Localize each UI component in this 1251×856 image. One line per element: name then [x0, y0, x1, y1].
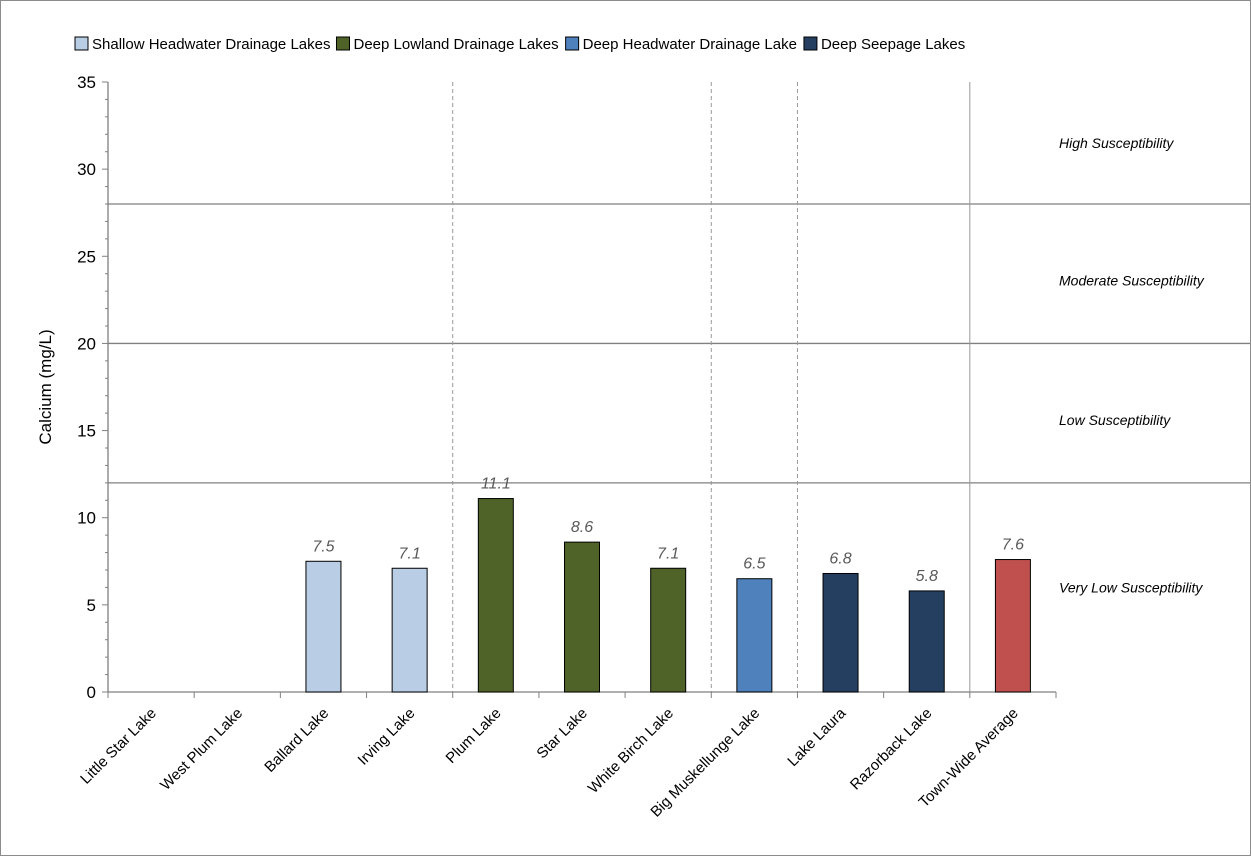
zone-label: Low Susceptibility — [1059, 412, 1171, 428]
bar-deep-seepage — [908, 590, 945, 693]
legend-label: Deep Lowland Drainage Lakes — [353, 36, 558, 53]
data-label: 7.5 — [312, 538, 334, 555]
category-label: White Birch Lake — [585, 705, 677, 797]
bar-deep-lowland — [477, 498, 514, 693]
y-tick-label: 10 — [77, 509, 96, 528]
bar-shallow-headwater — [391, 567, 428, 693]
category-label: Ballard Lake — [261, 705, 332, 776]
data-label: 7.6 — [1002, 537, 1024, 554]
y-tick-label: 20 — [77, 334, 96, 353]
legend-swatch — [335, 36, 350, 51]
bar-deep-seepage — [822, 572, 859, 693]
y-tick-label: 35 — [77, 73, 96, 92]
zone-label: High Susceptibility — [1059, 135, 1174, 151]
data-label: 11.1 — [481, 476, 511, 493]
bar-average — [994, 559, 1031, 693]
y-tick-label: 30 — [77, 160, 96, 179]
legend-label: Shallow Headwater Drainage Lakes — [92, 36, 330, 53]
y-tick-label: 5 — [87, 596, 96, 615]
y-tick-label: 25 — [77, 247, 96, 266]
data-label: 7.1 — [657, 545, 679, 562]
legend-label: Deep Seepage Lakes — [821, 36, 965, 53]
category-label: Little Star Lake — [77, 705, 160, 788]
category-label: Lake Laura — [784, 704, 850, 770]
data-label: 6.5 — [743, 556, 765, 573]
category-label: Star Lake — [533, 705, 590, 762]
category-label: West Plum Lake — [157, 705, 246, 794]
category-label: Irving Lake — [355, 705, 419, 769]
bar-deep-headwater — [736, 578, 773, 693]
y-tick-label: 0 — [87, 683, 96, 702]
category-label: Plum Lake — [443, 705, 505, 767]
data-label: 7.1 — [399, 545, 421, 562]
legend-swatch — [803, 36, 818, 51]
category-label: Razorback Lake — [847, 705, 936, 794]
y-tick-label: 15 — [77, 422, 96, 441]
legend-swatch — [565, 36, 580, 51]
bar-deep-lowland — [650, 567, 687, 693]
y-axis-title: Calcium (mg/L) — [36, 329, 55, 444]
zone-label: Very Low Susceptibility — [1059, 579, 1203, 595]
bar-deep-lowland — [564, 541, 600, 693]
bar-shallow-headwater — [305, 560, 342, 693]
zone-label: Moderate Susceptibility — [1059, 273, 1205, 289]
legend-swatch — [74, 36, 89, 51]
data-label: 5.8 — [916, 568, 938, 585]
data-label: 8.6 — [571, 519, 593, 536]
legend-label: Deep Headwater Drainage Lake — [583, 36, 797, 53]
data-label: 6.8 — [829, 550, 851, 567]
